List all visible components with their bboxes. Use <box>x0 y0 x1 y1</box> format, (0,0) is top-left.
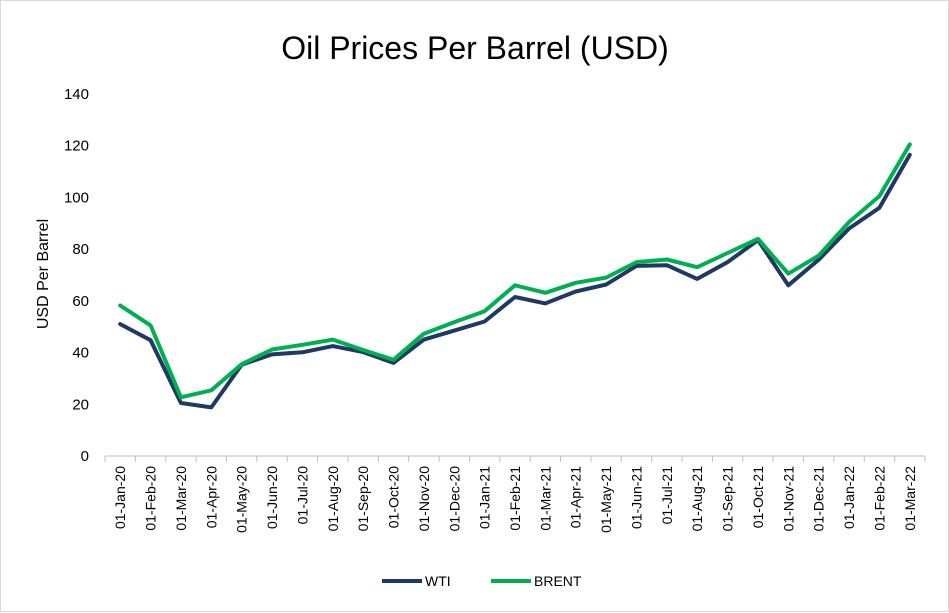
x-tick-label: 01-Dec-21 <box>811 466 827 532</box>
legend: WTI BRENT <box>382 573 582 589</box>
x-tick-label: 01-Jun-20 <box>264 466 280 529</box>
x-axis-tick-marks <box>104 456 926 462</box>
x-tick-label: 01-Nov-21 <box>780 466 796 532</box>
x-tick-label: 01-Jan-22 <box>841 466 857 529</box>
series-line-wti <box>118 152 912 410</box>
y-tick-label: 100 <box>64 189 89 206</box>
y-tick-label: 80 <box>72 241 89 258</box>
x-tick-label: 01-Oct-20 <box>386 466 402 528</box>
x-tick-label: 01-Feb-20 <box>143 466 159 531</box>
x-tick-label: 01-Dec-20 <box>446 466 462 532</box>
y-axis-ticks: 0 20 40 60 80 100 120 140 <box>64 86 89 465</box>
legend-label: BRENT <box>534 573 582 589</box>
x-tick-label: 01-Mar-20 <box>173 466 189 531</box>
chart-title: Oil Prices Per Barrel (USD) <box>281 30 669 66</box>
x-tick-label: 01-Aug-21 <box>689 466 705 532</box>
y-tick-label: 60 <box>72 293 89 310</box>
x-tick-label: 01-Mar-21 <box>537 466 553 531</box>
legend-label: WTI <box>425 573 451 589</box>
x-tick-label: 01-Apr-21 <box>568 466 584 528</box>
series-line-brent <box>118 142 912 400</box>
x-tick-label: 01-Feb-21 <box>507 466 523 531</box>
x-tick-label: 01-Jan-21 <box>477 466 493 529</box>
x-tick-label: 01-Oct-21 <box>750 466 766 528</box>
x-tick-label: 01-May-20 <box>234 466 250 533</box>
x-tick-label: 01-Jan-20 <box>112 466 128 529</box>
x-tick-label: 01-Nov-20 <box>416 466 432 532</box>
y-tick-label: 40 <box>72 345 89 362</box>
x-tick-label: 01-Jul-20 <box>294 466 310 525</box>
legend-item-brent: BRENT <box>491 573 582 589</box>
legend-item-wti: WTI <box>382 573 451 589</box>
x-tick-label: 01-Feb-22 <box>871 466 887 531</box>
y-tick-label: 20 <box>72 396 89 413</box>
x-tick-label: 01-Apr-20 <box>203 466 219 528</box>
x-tick-label: 01-May-21 <box>598 466 614 533</box>
y-tick-label: 0 <box>81 448 89 465</box>
y-tick-label: 140 <box>64 86 89 103</box>
x-tick-label: 01-Sep-21 <box>720 466 736 532</box>
y-axis-label: USD Per Barrel <box>35 219 52 329</box>
x-tick-label: 01-Jul-21 <box>659 466 675 525</box>
x-tick-label: 01-Aug-20 <box>325 466 341 532</box>
x-tick-label: 01-Mar-22 <box>902 466 918 531</box>
x-tick-label: 01-Jun-21 <box>628 466 644 529</box>
x-axis-ticks: 01-Jan-20 01-Feb-20 01-Mar-20 01-Apr-20 01-M… <box>112 466 918 533</box>
y-tick-label: 120 <box>64 138 89 155</box>
series-lines <box>118 142 912 410</box>
x-tick-label: 01-Sep-20 <box>355 466 371 532</box>
